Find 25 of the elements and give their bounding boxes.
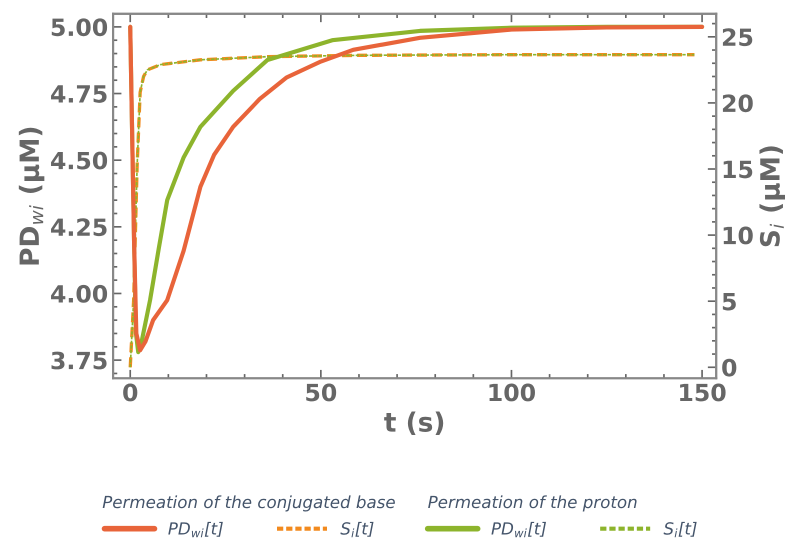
y-tick-label: 4.25 xyxy=(51,218,107,236)
x-axis-title: t (s) xyxy=(384,412,444,436)
x-tick-label: 100 xyxy=(489,384,535,402)
y2-tick-label: 20 xyxy=(722,94,753,112)
legend-label: S$_{i}$[t] xyxy=(664,522,697,538)
y2-axis-title: S$_{i}$ (μM) xyxy=(759,146,785,246)
y-tick-label: 4.00 xyxy=(51,284,108,303)
y2-tick-label: 10 xyxy=(724,226,753,244)
text: Permeation of the conjugated base xyxy=(102,495,395,512)
y-axis-title: PD$_{wi}$ (μM) xyxy=(18,128,44,264)
y-tick-label: 5.00 xyxy=(52,18,108,36)
legend-label: PD$_{wi}$[t] xyxy=(491,522,546,538)
y2-tick-label: 0 xyxy=(722,358,736,377)
legend-label: S$_{i}$[t] xyxy=(340,522,374,538)
legend-label: PD$_{wi}$[t] xyxy=(168,522,223,538)
x-tick-label: 150 xyxy=(680,384,726,402)
text: Permeation of the proton xyxy=(428,495,637,512)
x-tick-label: 50 xyxy=(306,384,336,402)
y2-tick-label: 25 xyxy=(722,28,752,46)
y2-tick-label: 15 xyxy=(724,160,752,178)
y-tick-label: 4.50 xyxy=(51,152,108,170)
y-tick-label: 3.75 xyxy=(52,352,107,370)
y-tick-label: 4.75 xyxy=(51,85,107,103)
x-tick-label: 0 xyxy=(123,384,138,402)
y2-tick-label: 5 xyxy=(722,292,736,310)
